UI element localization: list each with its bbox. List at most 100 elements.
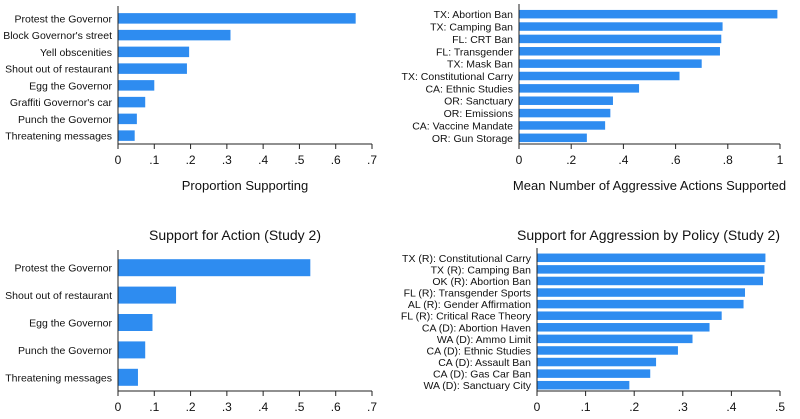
category-label: Threatening messages	[5, 372, 112, 384]
category-label: FL (R): Transgender Sports	[404, 288, 531, 300]
panel-aggression-by-policy-study-2: Support for Aggression by Policy (Study …	[401, 227, 785, 414]
x-tick-label: .2	[186, 153, 196, 167]
bar	[519, 121, 606, 130]
category-label: Threatening messages	[5, 131, 112, 143]
bar	[118, 46, 190, 58]
x-tick-label: .6	[671, 153, 681, 167]
bar	[537, 369, 651, 378]
x-tick-label: .2	[186, 400, 196, 414]
bar	[537, 288, 746, 297]
x-tick-label: 1	[777, 153, 784, 167]
category-label: OK (R): Abortion Ban	[432, 276, 531, 288]
x-tick-label: .4	[258, 400, 268, 414]
bar	[519, 47, 720, 56]
category-label: Shout out of restaurant	[5, 64, 112, 76]
bar	[519, 84, 640, 93]
panel-proportion-supporting: Protest the Governor Block Governor's str…	[3, 6, 377, 193]
chart-title: Support for Aggression by Policy (Study …	[517, 227, 780, 243]
x-tick-label: .4	[258, 153, 268, 167]
bar	[519, 96, 613, 105]
x-tick-label: .2	[629, 400, 639, 414]
x-tick-label: .2	[566, 153, 576, 167]
x-tick-label: .7	[367, 153, 377, 167]
category-label: FL: Transgender	[436, 46, 514, 58]
bar	[118, 341, 146, 359]
bar	[118, 130, 135, 141]
bar	[519, 71, 680, 81]
bar	[118, 314, 153, 331]
category-label: FL (R): Critical Race Theory	[401, 311, 532, 323]
category-label: TX: Mask Ban	[447, 59, 513, 71]
category-label: Egg the Governor	[29, 80, 112, 92]
bar	[519, 133, 587, 143]
bar	[519, 9, 778, 19]
category-label: Shout out of restaurant	[5, 290, 112, 302]
bar	[118, 286, 177, 304]
category-label: TX: Camping Ban	[430, 22, 513, 34]
category-label: CA: Vaccine Mandate	[412, 120, 513, 132]
bar	[537, 253, 766, 263]
bar	[118, 63, 187, 74]
bar	[537, 357, 657, 367]
category-label: TX: Constitutional Carry	[402, 71, 514, 83]
x-tick-label: .7	[367, 400, 377, 414]
category-label: Punch the Governor	[18, 345, 112, 357]
category-label: TX: Abortion Ban	[434, 9, 514, 21]
x-tick-label: .6	[331, 153, 341, 167]
x-tick-label: .4	[726, 400, 736, 414]
x-tick-label: 0	[534, 400, 541, 414]
category-label: OR: Gun Storage	[432, 133, 513, 145]
x-tick-label: .1	[581, 400, 591, 414]
panel-support-for-action-study-2: Support for Action (Study 2) Protest the …	[5, 227, 377, 414]
bar	[118, 80, 155, 91]
category-label: Punch the Governor	[18, 114, 112, 126]
category-label: Protest the Governor	[15, 13, 113, 25]
category-label: TX (R): Constitutional Carry	[402, 253, 532, 265]
bar	[118, 29, 231, 41]
x-tick-label: 0	[115, 153, 122, 167]
category-label: Egg the Governor	[29, 318, 112, 330]
x-tick-label: 0	[516, 153, 523, 167]
chart-title: Support for Action (Study 2)	[149, 227, 321, 243]
category-label: TX (R): Camping Ban	[431, 264, 532, 276]
category-label: Block Governor's street	[3, 30, 112, 42]
bar	[519, 59, 702, 68]
category-label: CA: Ethnic Studies	[425, 83, 513, 95]
category-label: Protest the Governor	[15, 263, 113, 275]
x-tick-label: .3	[222, 400, 232, 414]
bar	[537, 334, 693, 344]
x-tick-label: .5	[294, 400, 304, 414]
bar	[537, 265, 765, 274]
category-label: Yell obscenities	[40, 47, 112, 59]
x-tick-label: .6	[331, 400, 341, 414]
bar	[537, 380, 630, 390]
category-label: Graffiti Governor's car	[10, 97, 113, 109]
category-label: WA (D): Ammo Limit	[437, 334, 531, 346]
category-label: CA (D): Gas Car Ban	[433, 369, 531, 381]
category-label: CA (D): Assault Ban	[438, 357, 531, 369]
bar	[118, 113, 137, 125]
x-tick-label: .1	[149, 153, 159, 167]
x-tick-label: .4	[618, 153, 628, 167]
x-tick-label: .5	[294, 153, 304, 167]
category-label: WA (D): Sanctuary City	[423, 380, 531, 392]
bar	[519, 108, 611, 118]
bar	[537, 299, 744, 309]
bar	[118, 368, 138, 386]
bar	[537, 311, 722, 320]
category-label: CA (D): Ethnic Studies	[427, 345, 531, 357]
bar	[537, 323, 710, 332]
bar	[118, 259, 311, 277]
x-axis-title: Mean Number of Aggressive Actions Suppor…	[513, 178, 786, 193]
x-tick-label: .8	[723, 153, 733, 167]
bar	[118, 96, 146, 108]
x-tick-label: .5	[775, 400, 785, 414]
category-label: FL: CRT Ban	[452, 34, 513, 46]
bar	[537, 276, 763, 286]
x-tick-label: .3	[222, 153, 232, 167]
category-label: CA (D): Abortion Haven	[422, 322, 531, 334]
bar	[118, 13, 356, 24]
bar	[537, 346, 678, 355]
